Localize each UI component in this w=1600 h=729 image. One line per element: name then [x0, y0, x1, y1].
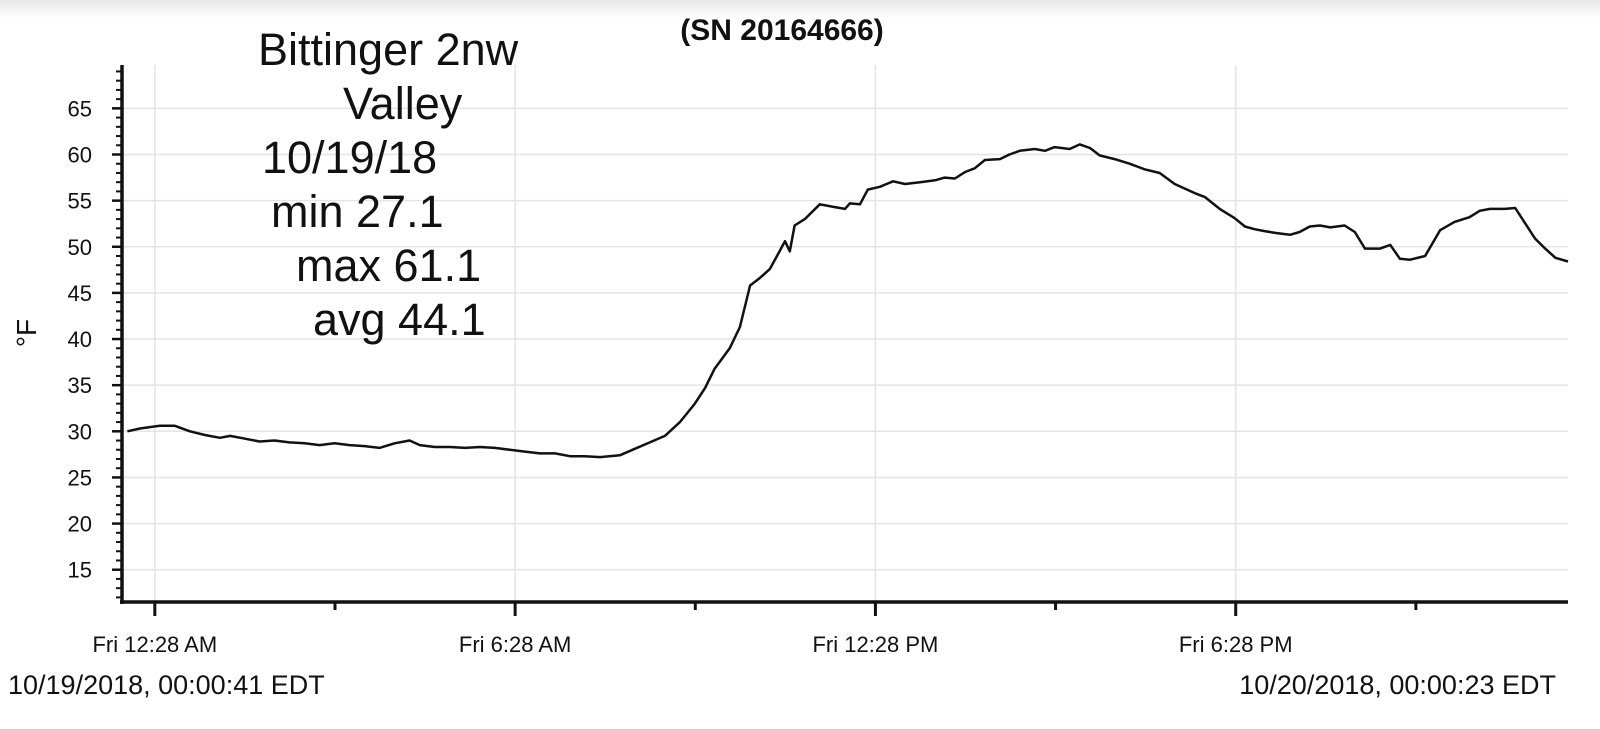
y-tick-label: 60	[68, 143, 92, 168]
x-tick-label: Fri 6:28 AM	[459, 632, 571, 657]
grid	[122, 65, 1568, 602]
annotation: Valley	[343, 78, 463, 129]
annotation: max 61.1	[296, 240, 481, 291]
temperature-line	[127, 143, 1569, 459]
y-tick-label: 40	[68, 327, 92, 352]
top-bar	[0, 0, 1600, 18]
end-time: 10/20/2018, 00:00:23 EDT	[1239, 670, 1556, 700]
annotation: Bittinger 2nw	[258, 24, 519, 75]
y-tick-label: 65	[68, 96, 92, 121]
y-tick-label: 55	[68, 189, 92, 214]
annotation: min 27.1	[271, 186, 444, 237]
x-tick-label: Fri 12:28 AM	[92, 632, 217, 657]
x-tick-label: Fri 12:28 PM	[812, 632, 938, 657]
annotation: avg 44.1	[313, 294, 486, 345]
start-time: 10/19/2018, 00:00:41 EDT	[8, 670, 325, 700]
y-tick-label: 45	[68, 281, 92, 306]
y-tick-label: 25	[68, 465, 92, 490]
y-tick-label: 15	[68, 558, 92, 583]
annotation: 10/19/18	[262, 132, 437, 183]
chart-title: (SN 20164666)	[680, 14, 883, 47]
plot	[127, 143, 1569, 459]
y-tick-label: 20	[68, 512, 92, 537]
y-axis-label: °F	[11, 319, 42, 347]
x-tick-label: Fri 6:28 PM	[1179, 632, 1293, 657]
y-tick-label: 50	[68, 235, 92, 260]
y-tick-label: 30	[68, 419, 92, 444]
y-tick-label: 35	[68, 373, 92, 398]
axes: 15 20 25 30 35 40 45 50 55 60 65 Fri 12:28 AM Fri 6:…	[68, 65, 1568, 657]
